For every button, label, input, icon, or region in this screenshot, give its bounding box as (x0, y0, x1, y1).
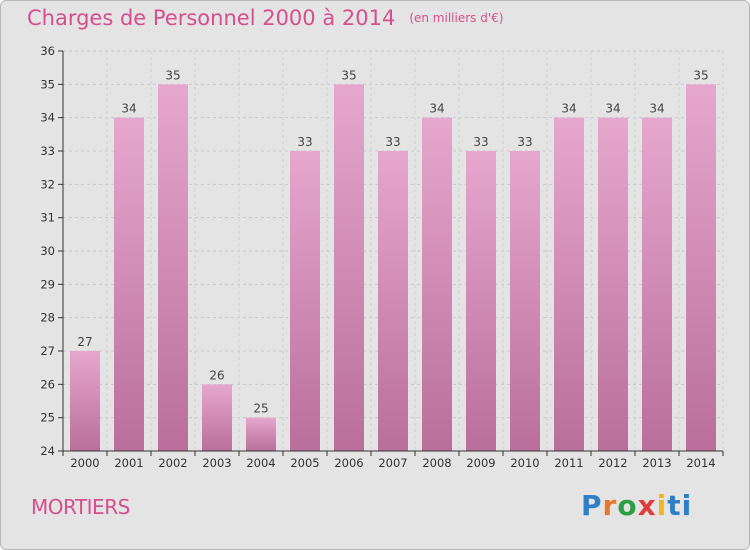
y-tick-label: 27 (40, 344, 55, 358)
x-tick-label: 2001 (114, 456, 143, 470)
bar-2013[interactable] (642, 117, 672, 452)
value-label: 33 (473, 135, 488, 149)
y-tick-label: 31 (40, 211, 55, 225)
x-tick-label: 2012 (598, 456, 627, 470)
bar-2008[interactable] (422, 117, 452, 452)
y-tick-label: 24 (40, 444, 55, 458)
x-tick-label: 2005 (290, 456, 319, 470)
value-label: 25 (253, 402, 268, 416)
y-tick-label: 32 (40, 177, 55, 191)
bar-2001[interactable] (114, 117, 144, 452)
x-tick-label: 2014 (686, 456, 715, 470)
bar-2014[interactable] (686, 84, 716, 451)
value-label: 27 (77, 335, 92, 349)
value-label: 33 (517, 135, 532, 149)
value-label: 35 (693, 68, 708, 82)
y-tick-label: 35 (40, 77, 55, 91)
bar-2007[interactable] (378, 151, 408, 451)
chart-title: Charges de Personnel 2000 à 2014 (en mill… (27, 6, 503, 30)
bars-group (70, 84, 716, 452)
y-tick-label: 36 (40, 44, 55, 58)
value-label: 33 (297, 135, 312, 149)
y-tick-label: 29 (40, 277, 55, 291)
title-text: Charges de Personnel 2000 à 2014 (27, 6, 396, 30)
value-label: 34 (429, 102, 444, 116)
bar-2004[interactable] (246, 417, 276, 451)
bar-2010[interactable] (510, 151, 540, 451)
bar-2002[interactable] (158, 84, 188, 451)
value-label: 34 (649, 102, 664, 116)
x-tick-label: 2007 (378, 456, 407, 470)
x-tick-label: 2004 (246, 456, 275, 470)
x-tick-label: 2003 (202, 456, 231, 470)
value-label: 35 (341, 68, 356, 82)
y-tick-label: 34 (40, 111, 55, 125)
value-label: 34 (561, 102, 576, 116)
value-label: 26 (209, 368, 224, 382)
chart-subtitle: (en milliers d'€) (409, 11, 504, 25)
bar-2005[interactable] (290, 151, 320, 451)
y-tick-label: 33 (40, 144, 55, 158)
x-tick-label: 2009 (466, 456, 495, 470)
bar-2003[interactable] (202, 384, 232, 451)
bar-2000[interactable] (70, 351, 100, 451)
x-tick-label: 2013 (642, 456, 671, 470)
region-name: MORTIERS (31, 495, 130, 519)
y-tick-label: 26 (40, 377, 55, 391)
value-label: 34 (605, 102, 620, 116)
x-tick-label: 2010 (510, 456, 539, 470)
proxiti-logo[interactable]: Proxiti (581, 489, 693, 522)
value-label: 35 (165, 68, 180, 82)
axes-group (58, 50, 724, 456)
y-tick-label: 25 (40, 411, 55, 425)
y-tick-label: 30 (40, 244, 55, 258)
bar-2011[interactable] (554, 117, 584, 452)
value-label: 34 (121, 102, 136, 116)
x-tick-label: 2008 (422, 456, 451, 470)
x-tick-label: 2002 (158, 456, 187, 470)
x-tick-label: 2006 (334, 456, 363, 470)
x-tick-label: 2000 (70, 456, 99, 470)
bar-2012[interactable] (598, 117, 628, 452)
y-tick-label: 28 (40, 311, 55, 325)
value-label: 33 (385, 135, 400, 149)
bar-2009[interactable] (466, 151, 496, 451)
bar-2006[interactable] (334, 84, 364, 451)
labels-group: 24 25 26 27 28 29 30 31 32 33 34 35 36 27 2000 34 2001 35… (40, 44, 715, 470)
x-tick-label: 2011 (554, 456, 583, 470)
